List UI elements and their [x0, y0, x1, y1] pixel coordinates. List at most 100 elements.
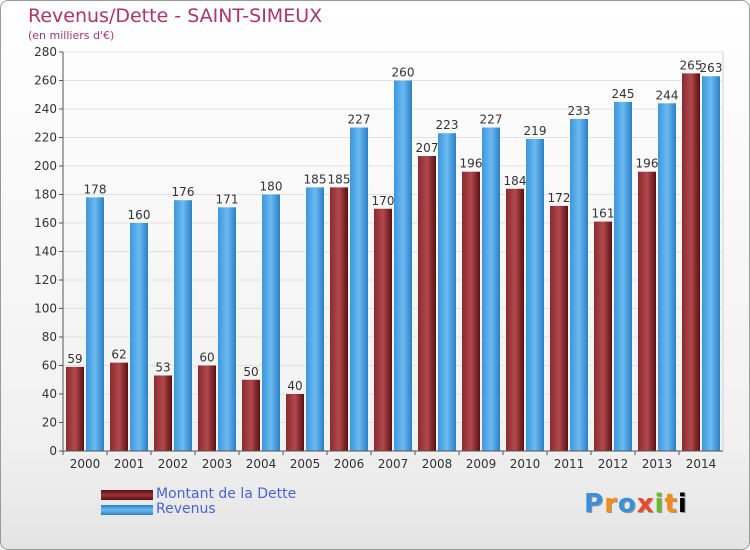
bar-dette [638, 171, 656, 451]
y-tick-label: 20 [42, 416, 57, 430]
bar-dette [682, 73, 700, 451]
bar-revenus [174, 200, 192, 451]
data-label-revenus: 263 [700, 61, 723, 75]
y-tick-label: 140 [34, 245, 57, 259]
data-label-dette: 50 [243, 365, 258, 379]
bar-dette [550, 205, 568, 451]
x-axis: 2000 2001 2002 2003 2004 2005 2006 2007 2008 2009… [62, 450, 723, 471]
y-tick-label: 160 [34, 216, 57, 230]
bar-revenus [350, 127, 368, 452]
bar-dette [66, 366, 84, 451]
bar-dette [418, 156, 436, 451]
y-tick-label: 60 [42, 359, 57, 373]
bar-revenus [86, 197, 104, 451]
data-label-dette: 196 [636, 157, 659, 171]
bar-dette [506, 188, 524, 452]
data-label-revenus: 227 [480, 113, 503, 127]
y-tick-label: 240 [34, 102, 57, 116]
x-tick-label: 2009 [466, 457, 497, 471]
data-label-revenus: 227 [348, 113, 371, 127]
data-label-dette: 59 [67, 352, 82, 366]
bar-dette [110, 362, 128, 451]
data-label-dette: 60 [199, 351, 214, 365]
y-tick-label: 260 [34, 74, 57, 88]
data-label-dette: 185 [328, 172, 351, 186]
bar-revenus [394, 80, 412, 451]
bar-revenus [482, 127, 500, 452]
bar-dette [374, 208, 392, 451]
data-label-dette: 53 [155, 360, 170, 374]
x-tick-label: 2008 [422, 457, 453, 471]
bar-dette [594, 221, 612, 451]
bar-revenus [614, 101, 632, 451]
x-tick-label: 2013 [642, 457, 673, 471]
x-tick-label: 2002 [158, 457, 189, 471]
legend-swatch-revenus [101, 505, 153, 515]
legend-swatch-debt [101, 490, 153, 500]
x-tick-label: 2011 [554, 457, 585, 471]
y-tick-label: 180 [34, 188, 57, 202]
legend-label-debt: Montant de la Dette [156, 486, 297, 502]
x-tick-label: 2006 [334, 457, 365, 471]
data-label-dette: 196 [460, 157, 483, 171]
y-tick-label: 220 [34, 131, 57, 145]
data-label-dette: 207 [416, 141, 439, 155]
x-tick-label: 2001 [114, 457, 145, 471]
y-tick-label: 100 [34, 302, 57, 316]
bar-dette [154, 375, 172, 451]
x-tick-label: 2014 [686, 457, 717, 471]
x-tick-label: 2003 [202, 457, 233, 471]
chart-subtitle: (en milliers d'€) [28, 29, 115, 42]
chart-title: Revenus/Dette - SAINT-SIMEUX [28, 5, 323, 27]
data-label-revenus: 260 [392, 66, 415, 80]
data-label-dette: 62 [111, 348, 126, 362]
x-tick-label: 2000 [70, 457, 101, 471]
x-tick-label: 2012 [598, 457, 629, 471]
data-label-revenus: 180 [260, 180, 283, 194]
bar-revenus [526, 138, 544, 452]
data-label-revenus: 233 [568, 104, 591, 118]
bar-dette [330, 187, 348, 451]
data-label-revenus: 219 [524, 124, 547, 138]
proxiti-logo: Proxiti [584, 489, 688, 519]
y-tick-label: 0 [49, 444, 57, 458]
y-tick-label: 200 [34, 159, 57, 173]
data-label-revenus: 245 [612, 87, 635, 101]
x-tick-label: 2007 [378, 457, 409, 471]
y-tick-label: 80 [42, 330, 57, 344]
data-label-revenus: 176 [172, 185, 195, 199]
data-label-revenus: 171 [216, 192, 239, 206]
y-tick-label: 40 [42, 387, 57, 401]
data-labels: 59 178 62 160 53 176 60 171 50 180 40 185 185 227 170 2… [67, 58, 722, 393]
bars [66, 73, 720, 452]
bar-revenus [262, 194, 280, 451]
bar-revenus [218, 207, 236, 451]
y-axis: 0 20 40 60 80 100 120 140 160 180 200 220 240 260 280 [34, 45, 64, 458]
data-label-dette: 172 [548, 191, 571, 205]
data-label-dette: 170 [372, 194, 395, 208]
bar-dette [286, 394, 304, 451]
bar-revenus [438, 133, 456, 451]
bar-dette [462, 171, 480, 451]
legend-label-revenus: Revenus [156, 501, 216, 517]
data-label-dette: 184 [504, 174, 527, 188]
data-label-revenus: 185 [304, 172, 327, 186]
bar-revenus [658, 103, 676, 452]
bar-revenus [702, 76, 720, 451]
data-label-dette: 40 [287, 379, 302, 393]
x-tick-label: 2005 [290, 457, 321, 471]
bar-dette [242, 379, 260, 451]
x-tick-label: 2010 [510, 457, 541, 471]
data-label-revenus: 244 [656, 88, 679, 102]
y-tick-label: 120 [34, 273, 57, 287]
data-label-dette: 265 [680, 58, 703, 72]
data-label-dette: 161 [592, 207, 615, 221]
data-label-revenus: 223 [436, 118, 459, 132]
data-label-revenus: 178 [84, 182, 107, 196]
bar-revenus [570, 118, 588, 451]
y-tick-label: 280 [34, 45, 57, 59]
bar-dette [198, 365, 216, 451]
bar-revenus [130, 223, 148, 451]
